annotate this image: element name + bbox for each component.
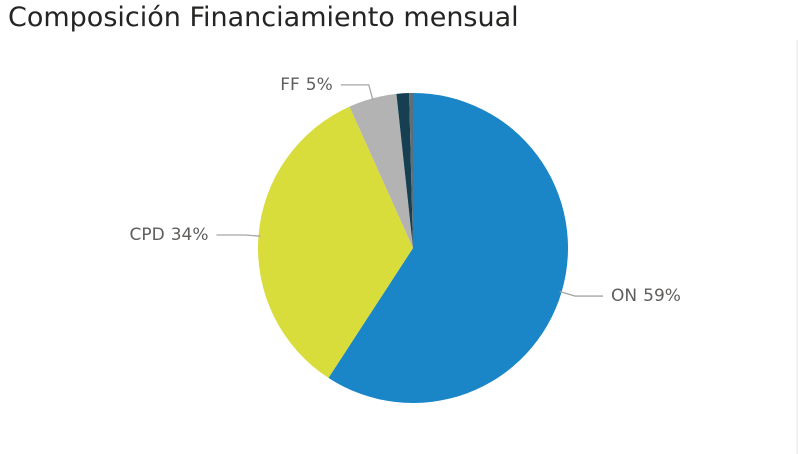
data-label-value: 34%: [171, 225, 209, 245]
data-label-category: FF: [280, 75, 300, 95]
leader-line: [216, 234, 261, 237]
data-label-category: CPD: [129, 225, 164, 245]
data-label: ON 59%: [611, 286, 681, 306]
data-label: FF 5%: [280, 75, 333, 95]
leader-line: [559, 290, 604, 297]
data-label-value: 5%: [306, 75, 333, 95]
chart-title: Composición Financiamiento mensual: [8, 2, 519, 33]
data-label: CPD 34%: [129, 225, 208, 245]
pie-slice: [396, 93, 413, 248]
data-label-category: ON: [611, 286, 637, 306]
leader-line: [340, 84, 374, 101]
pie-slice: [409, 93, 413, 248]
pie-slice: [349, 93, 413, 248]
data-label-value: 59%: [643, 286, 681, 306]
pie-slice: [257, 106, 413, 378]
pie-slice: [328, 93, 568, 404]
